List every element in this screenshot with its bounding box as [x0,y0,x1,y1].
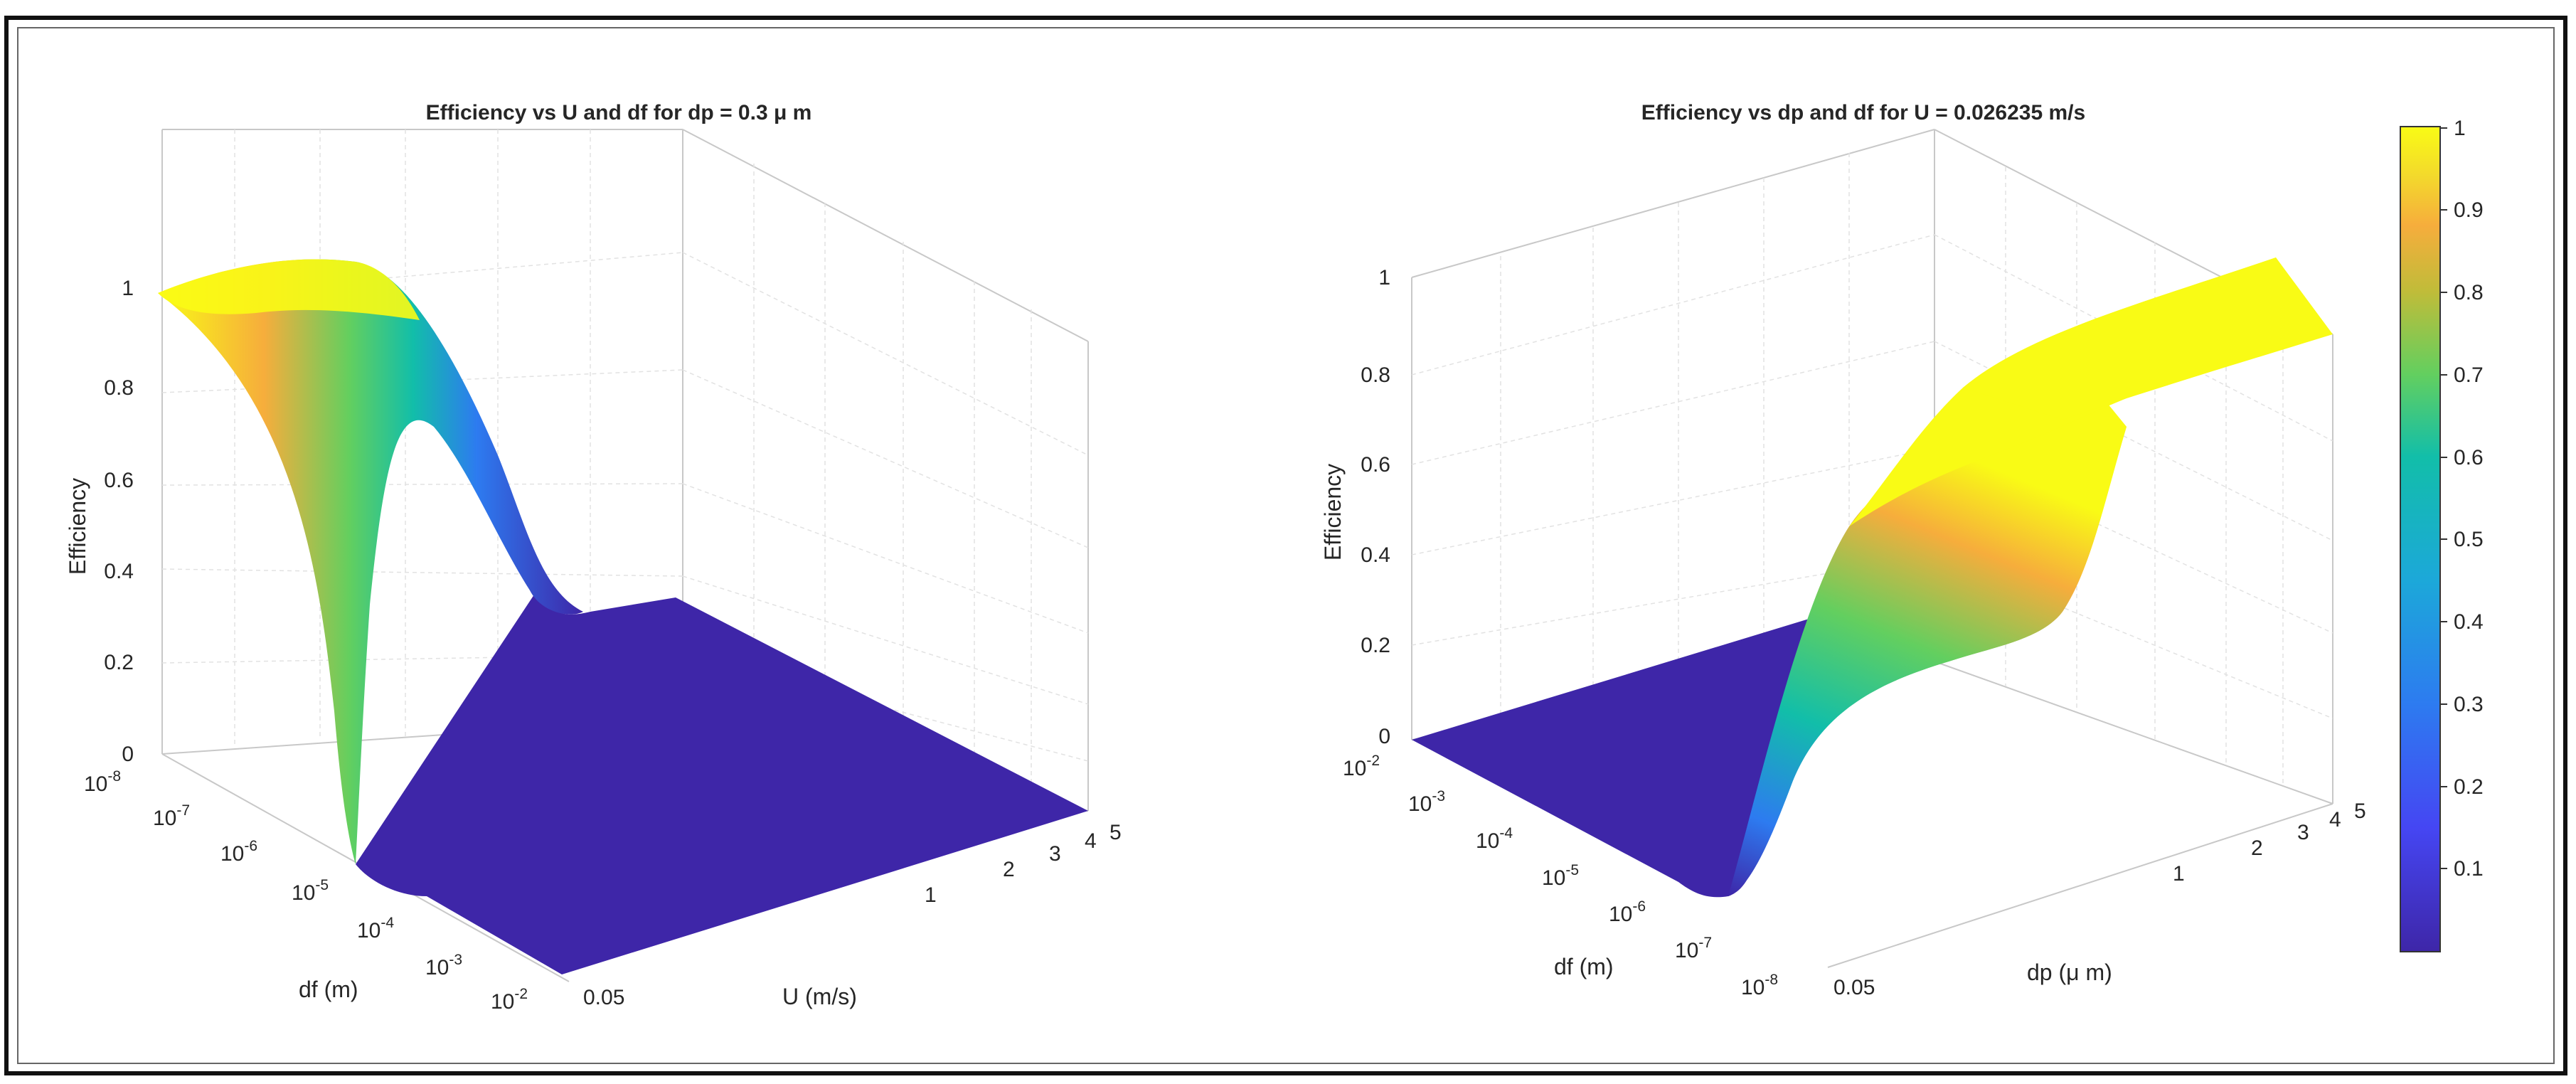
left-z-tick: 0.4 [104,560,134,583]
right-dp-tick: 3 [2297,821,2309,844]
left-surface-top [158,259,420,320]
left-z-tick: 0.8 [104,376,134,400]
right-surface [1412,257,2333,898]
colorbar-gradient [2400,126,2441,952]
left-surface-wall [158,259,583,864]
colorbar-tick: 0.5 [2454,528,2484,551]
left-z-tick: 0 [122,743,134,766]
right-dp-tick: 4 [2329,808,2341,831]
right-surface-floor [1412,615,1821,898]
right-axes-box [1411,129,2333,968]
colorbar-ticks: 0.1 0.2 0.3 0.4 0.5 0.6 0.7 0.8 0.9 1 [2454,117,2484,881]
left-u-tick: 0.05 [583,986,624,1009]
left-df-tick: 10-6 [220,838,257,866]
left-u-tick: 3 [1049,842,1061,866]
left-u-tick: 4 [1085,829,1097,853]
right-z-label: Efficiency [1320,464,1346,560]
left-z-ticks: 1 0.8 0.6 0.4 0.2 0 [104,277,134,766]
right-df-tick: 10-4 [1476,825,1513,853]
colorbar-tick: 1 [2454,117,2466,140]
right-z-tick: 0.6 [1361,453,1390,477]
right-z-tick: 0.8 [1361,363,1390,387]
left-u-ticks: 0.05 1 2 3 4 5 [583,821,1122,1009]
left-df-tick: 10-7 [153,802,190,830]
right-dp-tick: 5 [2354,799,2366,823]
colorbar-tick: 0.4 [2454,610,2484,634]
right-dp-tick: 0.05 [1833,976,1875,999]
right-df-tick: 10-8 [1741,972,1778,999]
right-df-tick: 10-7 [1675,935,1712,962]
left-z-tick: 1 [122,277,134,300]
right-df-tick: 10-6 [1609,898,1646,926]
colorbar: 0.1 0.2 0.3 0.4 0.5 0.6 0.7 0.8 0.9 1 [2400,117,2484,952]
right-z-tick: 0 [1378,725,1390,748]
right-df-tick: 10-3 [1408,788,1445,816]
left-df-tick: 10-2 [491,986,528,1014]
right-z-tick: 1 [1378,266,1390,289]
left-plot-title: Efficiency vs U and df for dp = 0.3 μ m [426,101,812,124]
right-surface-wall-front [1728,349,2127,896]
left-df-label: df (m) [299,977,358,1002]
left-df-tick: 10-8 [84,768,121,796]
right-surface-top-plane [1963,257,2329,420]
colorbar-tick: 0.9 [2454,198,2484,222]
colorbar-tick: 0.1 [2454,857,2484,881]
left-df-tick: 10-3 [425,952,462,979]
right-dp-ticks: 0.05 1 2 3 4 5 [1833,799,2366,999]
left-u-tick: 5 [1109,821,1122,844]
figure-inner-border [17,27,2555,1064]
right-df-label: df (m) [1554,954,1614,979]
right-z-tick: 0.4 [1361,543,1390,567]
left-z-tick: 0.2 [104,651,134,674]
right-dp-label: dp (μ m) [2027,960,2112,985]
left-u-tick: 2 [1003,858,1015,881]
right-z-ticks: 1 0.8 0.6 0.4 0.2 0 [1361,266,1390,748]
colorbar-tick: 0.6 [2454,446,2484,469]
left-plot: Efficiency vs U and df for dp = 0.3 μ m [65,101,1122,1014]
left-z-label: Efficiency [65,478,90,575]
left-surface [158,259,1088,974]
left-u-label: U (m/s) [782,984,857,1009]
right-df-tick: 10-2 [1343,753,1380,780]
left-df-tick: 10-5 [292,877,329,905]
right-df-tick: 10-5 [1542,862,1579,890]
right-df-ticks: 10-2 10-3 10-4 10-5 10-6 10-7 10-8 [1343,753,1778,999]
right-plot-title: Efficiency vs dp and df for U = 0.026235… [1641,101,2085,124]
left-df-ticks: 10-8 10-7 10-6 10-5 10-4 10-3 10-2 [84,768,528,1014]
right-dp-tick: 2 [2251,836,2263,860]
colorbar-tick: 0.3 [2454,693,2484,716]
colorbar-tick: 0.8 [2454,281,2484,304]
colorbar-tick: 0.2 [2454,775,2484,799]
left-df-tick: 10-4 [357,915,394,942]
right-plot: Efficiency vs dp and df for U = 0.026235… [1320,101,2366,999]
left-u-tick: 1 [925,883,937,907]
right-dp-tick: 1 [2173,862,2185,886]
right-z-tick: 0.2 [1361,634,1390,657]
left-z-tick: 0.6 [104,469,134,492]
colorbar-tick: 0.7 [2454,363,2484,387]
left-surface-floor [356,590,1088,974]
